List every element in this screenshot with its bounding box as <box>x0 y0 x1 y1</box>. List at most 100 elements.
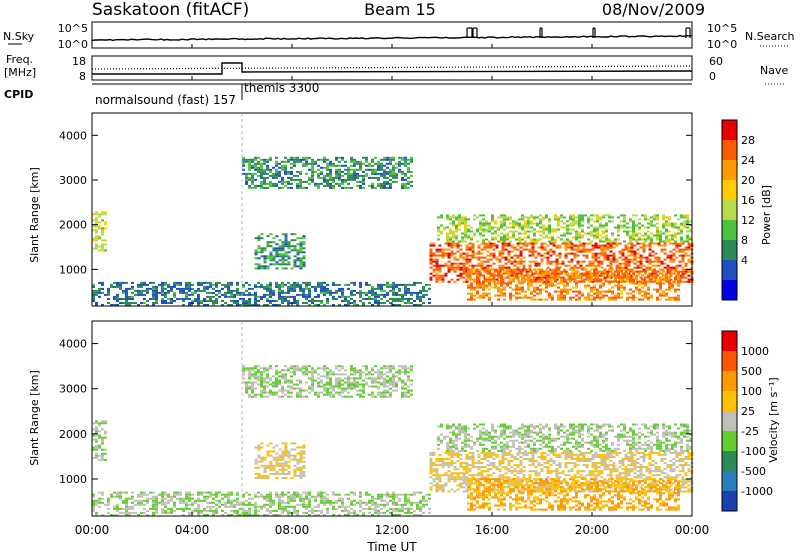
power-cell <box>500 282 503 285</box>
velocity-cell <box>332 514 335 516</box>
power-cell <box>657 264 661 267</box>
velocity-cell <box>197 509 200 512</box>
velocity-cell <box>287 464 291 467</box>
power-cell <box>624 264 628 267</box>
power-cell <box>257 245 261 248</box>
power-cell <box>492 276 496 279</box>
power-cell <box>459 276 463 279</box>
power-cell <box>447 280 451 283</box>
velocity-cell <box>209 505 212 508</box>
power-cell <box>287 247 291 250</box>
power-cell <box>639 258 643 261</box>
power-cell <box>122 291 125 294</box>
power-cell <box>263 172 266 175</box>
power-cell <box>480 264 484 267</box>
power-cell <box>461 238 464 241</box>
power-cell <box>542 270 545 273</box>
power-cell <box>425 293 428 296</box>
velocity-cell <box>305 395 308 398</box>
power-cell <box>302 235 306 238</box>
velocity-cell <box>341 367 344 370</box>
power-cell <box>639 242 643 245</box>
velocity-cell <box>362 371 365 374</box>
power-cell <box>449 232 452 235</box>
power-cell <box>155 293 158 296</box>
power-cell <box>587 238 590 241</box>
power-cell <box>656 222 659 225</box>
power-cell <box>377 176 380 179</box>
power-cell <box>482 288 485 291</box>
power-cell <box>200 302 203 304</box>
velocity-cell <box>266 464 270 467</box>
velocity-cell <box>371 385 374 388</box>
power-cell <box>671 226 674 229</box>
velocity-cell <box>230 493 233 496</box>
power-cell <box>635 214 638 217</box>
velocity-cell <box>362 511 365 514</box>
power-cell <box>245 289 248 292</box>
velocity-cell <box>254 377 257 380</box>
power-cell <box>620 296 623 299</box>
power-cell <box>479 232 482 235</box>
power-cell <box>438 268 442 271</box>
power-cell <box>626 234 629 237</box>
velocity-cell <box>257 379 260 382</box>
velocity-cell <box>278 381 281 384</box>
velocity-cell <box>254 505 257 508</box>
power-cell <box>476 228 479 231</box>
power-cell <box>269 170 272 173</box>
power-cell <box>569 216 572 219</box>
velocity-cell <box>347 509 350 512</box>
power-cell <box>641 280 644 283</box>
velocity-cell <box>263 466 267 469</box>
power-cell <box>429 254 433 257</box>
power-cell <box>681 280 685 283</box>
velocity-cell <box>278 395 281 398</box>
power-cell <box>461 220 464 223</box>
power-cell <box>641 282 644 285</box>
power-cell <box>435 274 439 277</box>
power-cell <box>392 156 395 159</box>
power-cell <box>596 230 599 233</box>
power-cell <box>404 174 407 177</box>
power-cell <box>537 254 541 257</box>
power-cell <box>557 296 560 299</box>
power-cell <box>392 166 395 169</box>
power-cell <box>287 300 290 302</box>
power-cell <box>438 274 442 277</box>
power-cell <box>317 158 320 161</box>
velocity-cell <box>254 472 258 475</box>
power-cell <box>404 178 407 181</box>
power-cell <box>450 252 454 255</box>
power-cell <box>593 270 596 273</box>
power-cell <box>254 172 257 175</box>
power-cell <box>116 300 119 302</box>
velocity-cell <box>350 507 353 510</box>
power-cell <box>392 281 395 284</box>
power-cell <box>665 292 668 295</box>
power-cell <box>546 252 550 255</box>
power-cell <box>573 266 577 269</box>
power-cell <box>680 238 683 241</box>
power-cell <box>683 240 686 243</box>
power-cell <box>486 246 490 249</box>
velocity-cell <box>350 395 353 398</box>
power-cell <box>545 298 548 301</box>
power-cell <box>575 274 578 277</box>
power-cell <box>590 240 593 243</box>
velocity-cell <box>323 375 326 378</box>
power-cell <box>365 291 368 294</box>
velocity-cell <box>380 395 383 398</box>
power-cell <box>503 292 506 295</box>
power-cell <box>539 226 542 229</box>
velocity-cell <box>311 507 314 510</box>
velocity-cell <box>227 501 230 504</box>
power-cell <box>113 295 116 298</box>
power-cell <box>311 298 314 300</box>
velocity-cell <box>281 456 285 459</box>
power-cell <box>500 226 503 229</box>
power-cell <box>98 287 101 290</box>
power-cell <box>389 158 392 161</box>
power-cell <box>335 182 338 185</box>
power-cell <box>596 228 599 231</box>
